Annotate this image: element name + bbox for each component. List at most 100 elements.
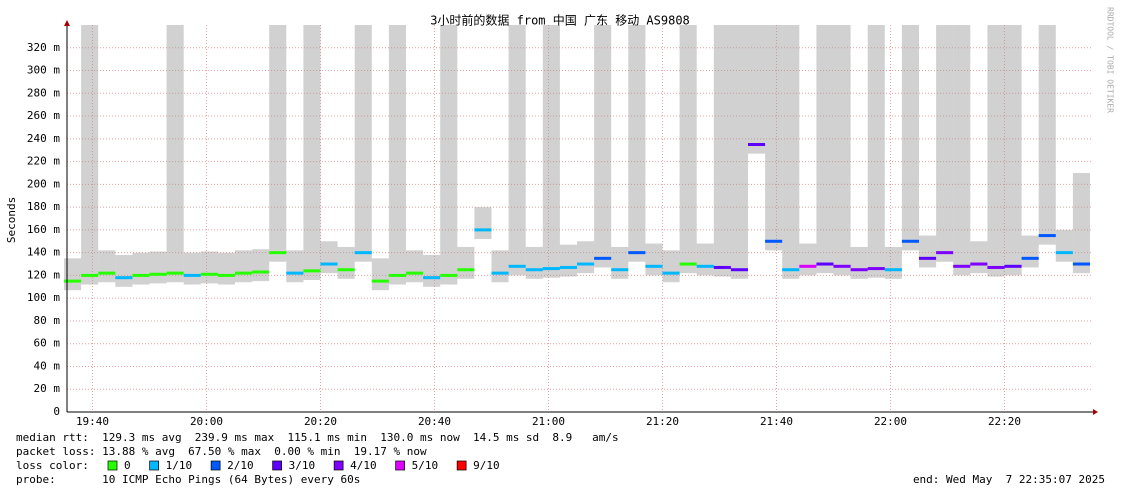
stats-end: end: Wed May 7 22:35:07 2025 bbox=[913, 473, 1105, 486]
median bbox=[166, 271, 184, 275]
median bbox=[730, 268, 748, 272]
legend-label: 0 bbox=[124, 459, 131, 472]
x-tick-label: 22:20 bbox=[988, 415, 1021, 428]
legend-swatch bbox=[107, 460, 118, 471]
smoke bbox=[713, 25, 731, 277]
smoke bbox=[936, 25, 954, 262]
x-tick-label: 21:40 bbox=[760, 415, 793, 428]
median bbox=[200, 272, 218, 276]
smoke bbox=[508, 25, 526, 276]
smoke bbox=[594, 25, 612, 268]
stats-probe: probe: 10 ICMP Echo Pings (64 Bytes) eve… bbox=[16, 473, 360, 486]
smoke bbox=[81, 25, 99, 285]
median bbox=[1055, 251, 1073, 255]
smoke bbox=[559, 244, 577, 277]
x-arrow bbox=[1093, 409, 1098, 415]
smoke bbox=[867, 25, 885, 278]
smoke bbox=[149, 251, 167, 284]
smoke bbox=[217, 252, 235, 285]
median bbox=[132, 273, 150, 277]
median bbox=[867, 267, 885, 271]
median bbox=[406, 271, 424, 275]
y-tick-label: 80 m bbox=[34, 314, 61, 327]
legend-label: 1/10 bbox=[166, 459, 193, 472]
smoke bbox=[884, 246, 902, 279]
y-tick-label: 0 bbox=[53, 405, 60, 418]
median bbox=[269, 251, 287, 255]
smoke bbox=[320, 241, 338, 274]
median bbox=[696, 264, 714, 268]
median bbox=[440, 273, 458, 277]
y-tick-label: 40 m bbox=[34, 359, 61, 372]
y-axis-label: Seconds bbox=[5, 197, 18, 243]
smoke bbox=[457, 246, 475, 279]
median bbox=[320, 262, 338, 266]
legend-swatch bbox=[395, 460, 405, 471]
median bbox=[970, 262, 988, 266]
median bbox=[354, 251, 372, 255]
median bbox=[98, 271, 116, 275]
x-tick-label: 21:00 bbox=[532, 415, 565, 428]
y-tick-label: 180 m bbox=[27, 200, 60, 213]
smoke bbox=[200, 251, 218, 284]
median bbox=[953, 264, 971, 268]
median bbox=[799, 264, 817, 268]
side-label: RRDTOOL / TOBI OETIKER bbox=[1106, 7, 1115, 113]
x-tick-label: 21:20 bbox=[646, 415, 679, 428]
median bbox=[611, 268, 629, 272]
y-tick-label: 280 m bbox=[27, 86, 60, 99]
smoke bbox=[115, 254, 133, 287]
median bbox=[337, 268, 355, 272]
median bbox=[816, 262, 834, 266]
y-tick-label: 160 m bbox=[27, 223, 60, 236]
smoke bbox=[1004, 25, 1022, 276]
y-tick-label: 100 m bbox=[27, 291, 60, 304]
legend-label: 2/10 bbox=[227, 459, 254, 472]
median bbox=[423, 276, 441, 280]
legend-label: 3/10 bbox=[289, 459, 316, 472]
median bbox=[833, 264, 851, 268]
median bbox=[936, 251, 954, 255]
median bbox=[713, 265, 731, 269]
smoke bbox=[645, 243, 663, 276]
smoke bbox=[850, 246, 868, 279]
x-tick-label: 22:00 bbox=[874, 415, 907, 428]
smoke bbox=[953, 25, 971, 276]
smoke bbox=[799, 243, 817, 276]
median bbox=[183, 273, 201, 277]
smoke bbox=[1021, 235, 1039, 268]
smoke bbox=[440, 25, 458, 285]
median bbox=[525, 268, 543, 272]
median bbox=[662, 271, 680, 275]
smoke bbox=[696, 243, 714, 276]
median bbox=[115, 276, 133, 280]
smoke bbox=[388, 25, 406, 285]
y-tick-label: 300 m bbox=[27, 64, 60, 77]
plot bbox=[64, 25, 1093, 413]
smoke bbox=[371, 258, 389, 291]
median bbox=[149, 272, 167, 276]
smoke bbox=[166, 25, 184, 283]
median bbox=[782, 268, 800, 272]
smoke bbox=[269, 25, 287, 262]
median bbox=[388, 273, 406, 277]
median bbox=[474, 228, 492, 232]
smoke bbox=[98, 250, 116, 283]
smoke bbox=[303, 25, 321, 280]
legend-swatch bbox=[456, 460, 467, 471]
y-tick-label: 240 m bbox=[27, 132, 60, 145]
smoke bbox=[816, 25, 834, 274]
median bbox=[919, 256, 937, 260]
smoke bbox=[491, 250, 509, 283]
x-tick-label: 20:20 bbox=[304, 415, 337, 428]
chart-title: 3小时前的数据 from 中国 广东 移动 AS9808 bbox=[430, 13, 690, 28]
median bbox=[850, 268, 868, 272]
smoke bbox=[183, 252, 201, 285]
smoke bbox=[1072, 172, 1090, 274]
legend-swatch bbox=[333, 460, 344, 471]
median bbox=[1072, 262, 1090, 266]
smoke bbox=[286, 250, 304, 283]
median bbox=[1038, 234, 1056, 238]
